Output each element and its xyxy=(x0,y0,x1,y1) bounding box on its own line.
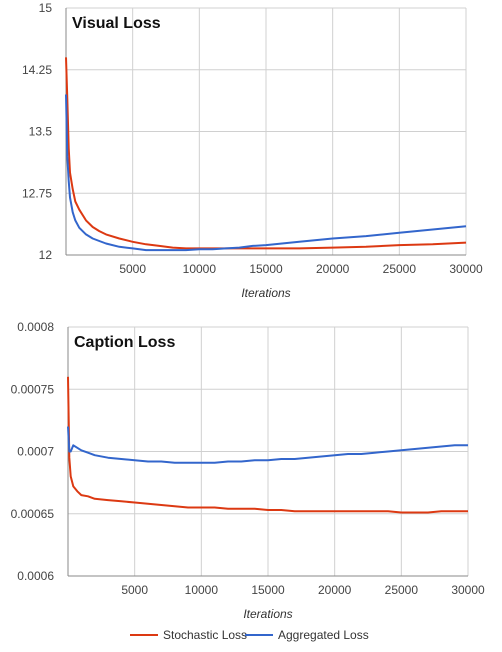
y-tick-label: 14.25 xyxy=(22,63,52,77)
y-tick-label: 0.00065 xyxy=(11,507,55,521)
legend-label-stochastic: Stochastic Loss xyxy=(163,628,247,642)
chart-title: Visual Loss xyxy=(72,15,161,32)
x-tick-label: 15000 xyxy=(251,583,285,597)
y-tick-label: 12.75 xyxy=(22,186,52,200)
x-tick-label: 10000 xyxy=(183,262,217,276)
x-tick-label: 5000 xyxy=(121,583,148,597)
visual-loss-chart: 5000 10000 15000 20000 25000 30000 12 12.75 13.5… xyxy=(22,1,483,300)
y-tick-label: 0.0007 xyxy=(17,445,54,459)
x-tick-label: 5000 xyxy=(119,262,146,276)
x-tick-label: 20000 xyxy=(318,583,352,597)
caption-loss-chart: 5000 10000 15000 20000 25000 30000 0.0006 0.000… xyxy=(11,320,485,621)
legend-label-aggregated: Aggregated Loss xyxy=(278,628,369,642)
y-tick-label: 13.5 xyxy=(29,125,53,139)
y-tick-label: 12 xyxy=(39,248,53,262)
y-tick-label: 0.0008 xyxy=(17,320,54,334)
x-tick-label: 10000 xyxy=(185,583,219,597)
x-tick-label: 20000 xyxy=(316,262,350,276)
y-tick-label: 0.0006 xyxy=(17,569,54,583)
y-tick-label: 15 xyxy=(39,1,53,15)
legend: Stochastic Loss Aggregated Loss xyxy=(130,628,369,642)
chart-title: Caption Loss xyxy=(74,334,175,351)
y-tick-label: 0.00075 xyxy=(11,382,55,396)
x-tick-label: 30000 xyxy=(451,583,485,597)
x-axis-label: Iterations xyxy=(243,607,292,621)
x-tick-label: 25000 xyxy=(385,583,419,597)
x-tick-label: 15000 xyxy=(249,262,283,276)
x-tick-label: 30000 xyxy=(449,262,483,276)
x-axis-label: Iterations xyxy=(241,286,290,300)
x-tick-label: 25000 xyxy=(383,262,417,276)
